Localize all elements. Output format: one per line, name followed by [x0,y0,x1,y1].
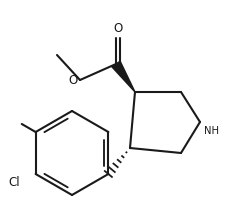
Text: O: O [69,74,78,88]
Text: Cl: Cl [8,176,20,190]
Text: O: O [113,22,122,35]
Polygon shape [112,61,135,92]
Text: NH: NH [204,126,219,136]
